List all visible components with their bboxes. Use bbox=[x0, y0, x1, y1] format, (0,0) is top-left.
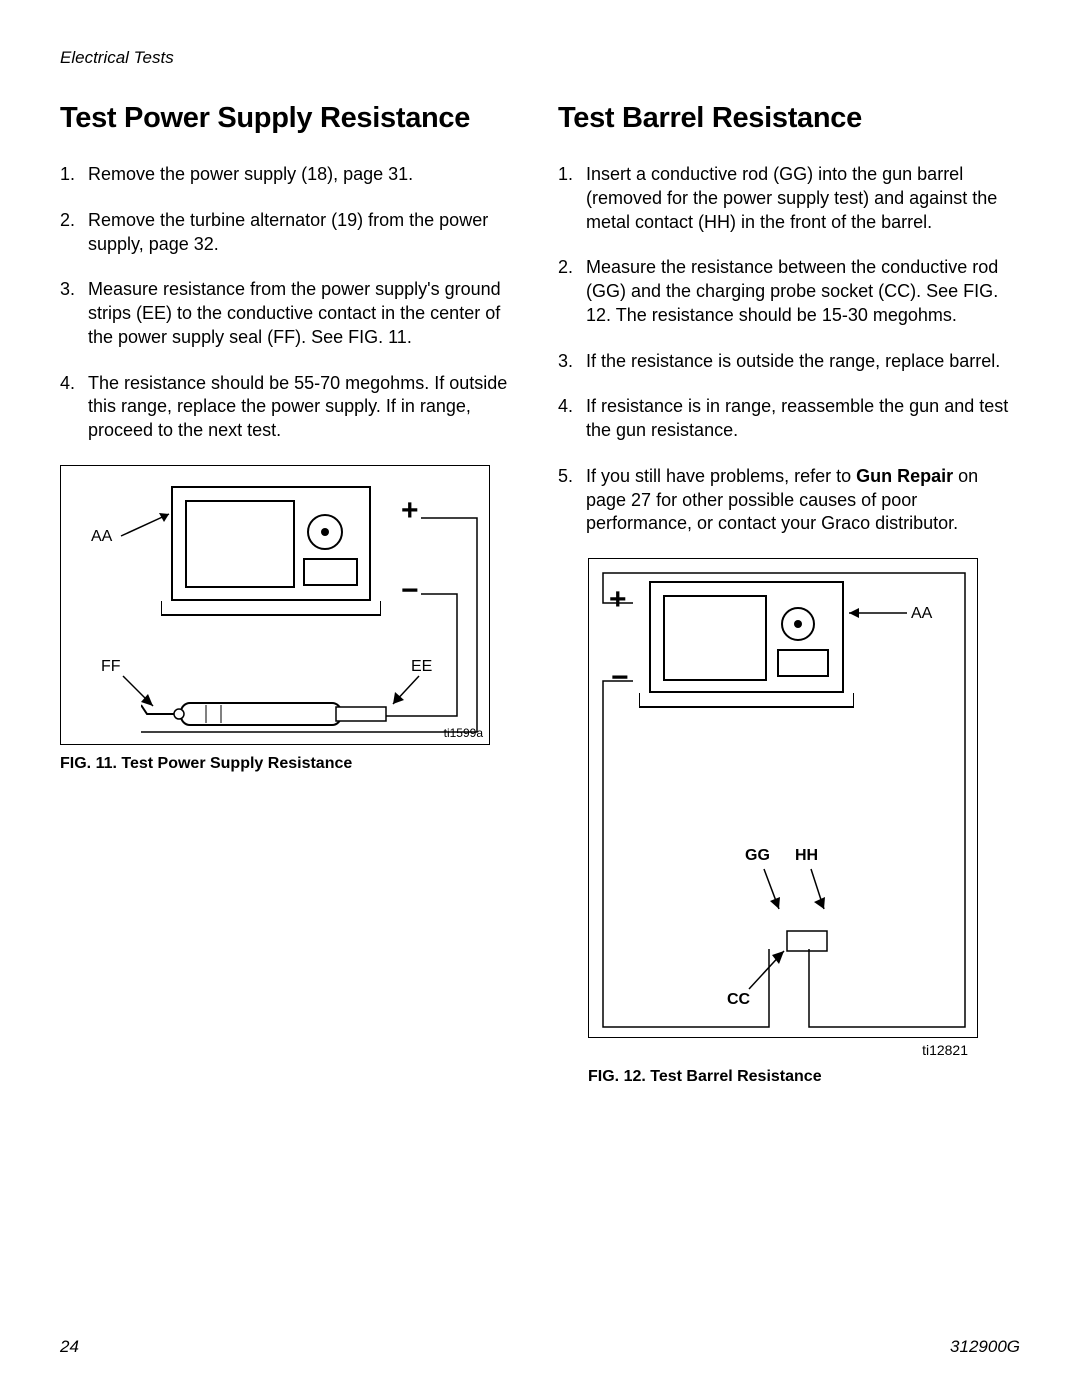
label-ff: FF bbox=[101, 658, 121, 676]
label-gg: GG bbox=[745, 847, 770, 865]
footer-doc-id: 312900G bbox=[950, 1337, 1020, 1357]
figure-12-code: ti12821 bbox=[558, 1042, 978, 1058]
left-column: Test Power Supply Resistance Remove the … bbox=[60, 102, 522, 1086]
right-heading: Test Barrel Resistance bbox=[558, 102, 1020, 135]
list-item: Measure the resistance between the condu… bbox=[558, 256, 1020, 327]
header-section-label: Electrical Tests bbox=[60, 48, 1020, 68]
label-ee: EE bbox=[411, 658, 432, 676]
list-item: The resistance should be 55-70 megohms. … bbox=[60, 372, 522, 443]
label-hh: HH bbox=[795, 847, 818, 865]
left-heading: Test Power Supply Resistance bbox=[60, 102, 522, 135]
list-item: If you still have problems, refer to Gun… bbox=[558, 465, 1020, 536]
content-columns: Test Power Supply Resistance Remove the … bbox=[60, 102, 1020, 1086]
probe-icon bbox=[141, 691, 401, 741]
figure-12-wrap: + − bbox=[558, 558, 1020, 1086]
figure-12-caption: FIG. 12. Test Barrel Resistance bbox=[588, 1068, 1020, 1086]
list-item: Measure resistance from the power supply… bbox=[60, 278, 522, 349]
page-footer: 24 312900G bbox=[60, 1337, 1020, 1357]
label-aa: AA bbox=[911, 605, 932, 623]
figure-12-diagram: + − bbox=[588, 558, 978, 1038]
list-item: If the resistance is outside the range, … bbox=[558, 350, 1020, 374]
right-steps-list: Insert a conductive rod (GG) into the gu… bbox=[558, 163, 1020, 536]
figure-11-caption: FIG. 11. Test Power Supply Resistance bbox=[60, 755, 522, 773]
list-item: Insert a conductive rod (GG) into the gu… bbox=[558, 163, 1020, 234]
label-cc: CC bbox=[727, 991, 750, 1009]
figure-11-wrap: + − bbox=[60, 465, 522, 773]
left-steps-list: Remove the power supply (18), page 31. R… bbox=[60, 163, 522, 443]
figure-11-code: ti1599a bbox=[444, 726, 483, 740]
footer-page-number: 24 bbox=[60, 1337, 79, 1357]
figure-11-diagram: + − bbox=[60, 465, 490, 745]
list-item: If resistance is in range, reassemble th… bbox=[558, 395, 1020, 443]
label-aa: AA bbox=[91, 528, 112, 546]
list-item: Remove the turbine alternator (19) from … bbox=[60, 209, 522, 257]
right-column: Test Barrel Resistance Insert a conducti… bbox=[558, 102, 1020, 1086]
wire-lines bbox=[589, 559, 979, 1039]
list-item: Remove the power supply (18), page 31. bbox=[60, 163, 522, 187]
